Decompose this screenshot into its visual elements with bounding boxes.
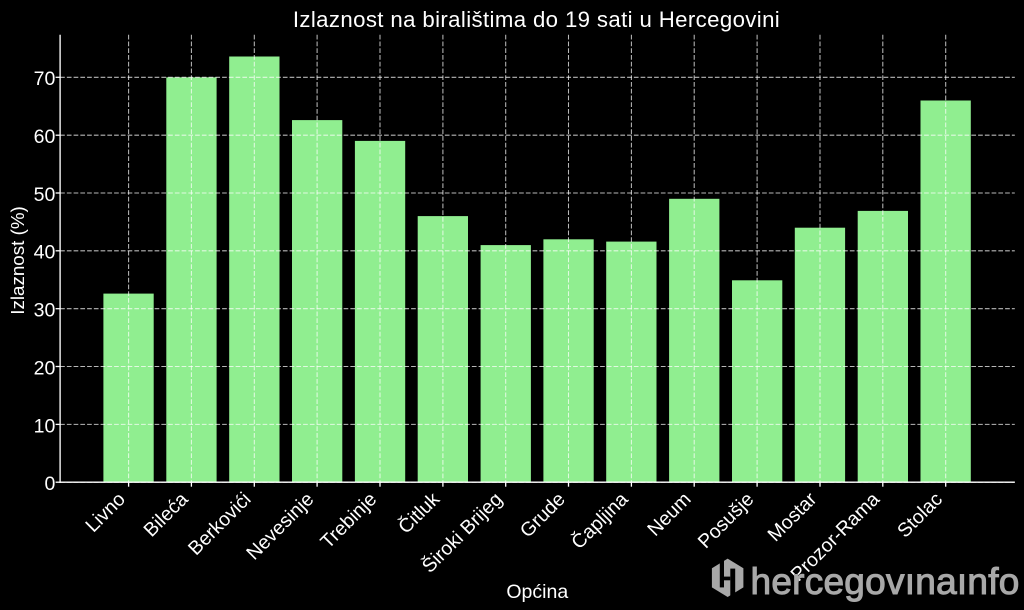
svg-text:10: 10	[34, 415, 56, 437]
svg-text:70: 70	[34, 68, 56, 90]
svg-text:50: 50	[34, 184, 56, 206]
svg-text:hercegovınaınfo: hercegovınaınfo	[751, 561, 1020, 602]
svg-text:30: 30	[34, 300, 56, 322]
svg-text:Izlaznost (%): Izlaznost (%)	[7, 206, 28, 315]
svg-text:0: 0	[44, 473, 55, 495]
svg-text:60: 60	[34, 126, 56, 148]
svg-text:40: 40	[34, 242, 56, 264]
svg-text:Izlaznost na biralištima do 19: Izlaznost na biralištima do 19 sati u He…	[293, 7, 780, 32]
svg-text:20: 20	[34, 357, 56, 379]
svg-text:Općina: Općina	[506, 581, 568, 603]
